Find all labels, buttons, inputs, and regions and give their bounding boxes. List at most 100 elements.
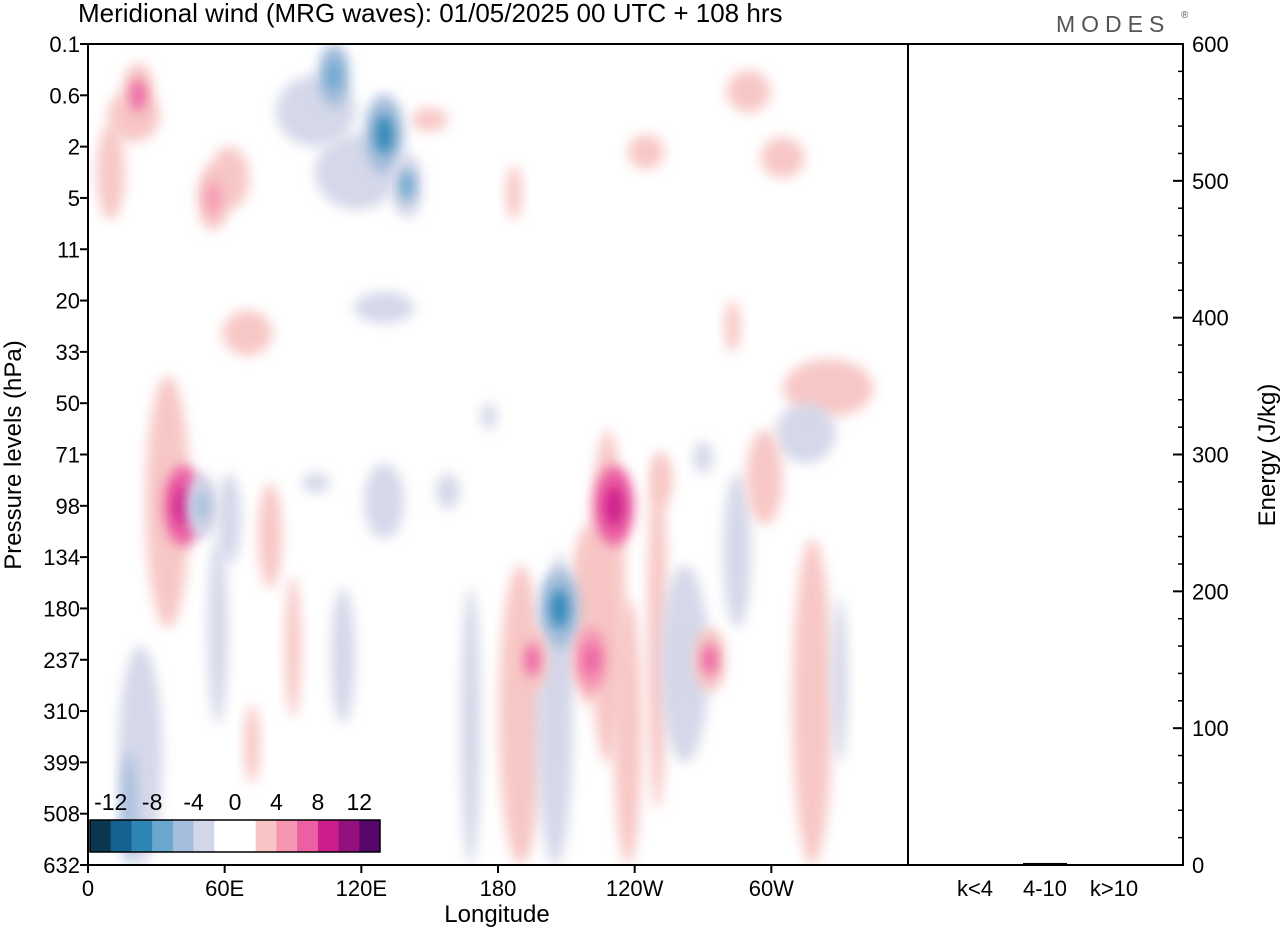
contour-blob <box>724 300 741 352</box>
colorbar-swatch <box>255 820 277 852</box>
pressure-tick-label: 134 <box>43 545 80 570</box>
contour-blob <box>285 576 301 718</box>
contour-blob <box>783 359 874 418</box>
pressure-tick-label: 237 <box>43 648 80 673</box>
colorbar-swatch <box>235 820 257 852</box>
energy-tick-label: 200 <box>1192 579 1229 604</box>
energy-bar <box>953 864 997 866</box>
energy-axis-label: Energy (J/kg) <box>1254 384 1280 527</box>
energy-tick-label: 0 <box>1192 853 1204 878</box>
contour-blob <box>480 403 497 430</box>
longitude-tick-labels: 0 60E 120E 180 120W 60W <box>82 876 794 901</box>
colorbar-label: 0 <box>229 789 242 815</box>
contour-blob <box>435 473 460 510</box>
colorbar-swatch <box>338 820 360 852</box>
energy-bar <box>1092 864 1136 866</box>
energy-category-label: k>10 <box>1090 876 1138 901</box>
contour-blob <box>613 598 642 865</box>
energy-tick-labels: 0 100 200 300 400 500 600 <box>1192 32 1229 878</box>
pressure-tick-label: 98 <box>56 494 80 519</box>
pressure-tick-label: 33 <box>56 340 80 365</box>
pressure-tick-label: 310 <box>43 699 80 724</box>
contour-blob <box>746 429 783 525</box>
contour-blob <box>354 291 415 324</box>
contour-blob <box>647 452 668 811</box>
colorbar-swatch <box>110 820 132 852</box>
pressure-tick-label: 71 <box>56 443 80 468</box>
pressure-tick-labels: 0.1 0.6 2 5 11 20 33 50 71 98 134 180 237 310 399 508 63… <box>43 32 80 878</box>
contour-blob <box>222 310 273 356</box>
contour-core <box>399 169 415 202</box>
contour-blob <box>831 598 848 763</box>
colorbar-swatch <box>214 820 236 852</box>
contour-core <box>194 489 210 522</box>
energy-category-labels: k<4 4-10 k>10 <box>957 876 1138 901</box>
colorbar-swatch <box>276 820 298 852</box>
energy-tick-label: 400 <box>1192 306 1229 331</box>
contour-core <box>584 643 599 676</box>
energy-bar <box>1023 862 1067 865</box>
longitude-ticks <box>87 865 773 873</box>
contour-core <box>375 114 394 155</box>
pressure-tick-label: 508 <box>43 802 80 827</box>
contour-blob <box>693 441 713 474</box>
colorbar-swatch <box>172 820 195 852</box>
colorbar-label: -8 <box>142 789 162 815</box>
contour-blob <box>217 473 242 565</box>
contour-field <box>96 44 874 865</box>
contour-blob <box>505 165 522 220</box>
energy-category-label: 4-10 <box>1023 876 1067 901</box>
contour-blob <box>628 134 665 170</box>
chart-title: Meridional wind (MRG waves): 01/05/2025 … <box>78 0 783 28</box>
pressure-tick-label: 5 <box>68 186 80 211</box>
logo-registered-mark: ® <box>1181 10 1189 21</box>
contour-blob <box>244 704 260 784</box>
colorbar-swatch <box>131 820 153 852</box>
pressure-tick-label: 2 <box>68 135 80 160</box>
contour-blob <box>498 564 543 865</box>
longitude-tick-label: 180 <box>480 876 517 901</box>
colorbar-swatch <box>193 820 215 852</box>
colorbar-label: 12 <box>346 789 372 815</box>
contour-blob <box>726 70 771 113</box>
longitude-tick-label: 60W <box>749 876 794 901</box>
energy-tick-label: 300 <box>1192 443 1229 468</box>
colorbar-label: -12 <box>94 789 127 815</box>
colorbar-swatch <box>317 820 340 852</box>
contour-core <box>702 643 718 676</box>
contour-blob <box>723 473 752 629</box>
energy-bars <box>953 862 1136 866</box>
colorbar-label: 4 <box>270 789 283 815</box>
pressure-tick-label: 11 <box>57 237 80 262</box>
energy-plot-frame <box>907 43 1184 866</box>
contour-blob <box>652 452 672 506</box>
contour-core <box>550 588 569 629</box>
colorbar-swatch <box>359 820 381 852</box>
colorbar-swatch <box>152 820 174 852</box>
pressure-ticks <box>80 43 88 866</box>
contour-core <box>524 643 540 676</box>
modes-logo: MODES <box>1056 11 1170 37</box>
pressure-tick-label: 50 <box>56 391 80 416</box>
colorbar <box>89 819 381 853</box>
pressure-tick-label: 399 <box>43 750 80 775</box>
contour-blob <box>364 463 405 540</box>
contour-core <box>206 181 221 214</box>
pressure-tick-label: 180 <box>43 596 80 621</box>
contour-blob <box>460 587 481 865</box>
contour-core <box>326 59 342 92</box>
longitude-tick-label: 0 <box>82 876 94 901</box>
longitude-tick-label: 120E <box>336 876 387 901</box>
contour-blob <box>331 587 356 724</box>
contour-blob <box>96 124 125 220</box>
x-axis-label: Longitude <box>444 901 549 928</box>
colorbar-swatch <box>90 820 112 852</box>
contour-blob <box>775 403 836 464</box>
y-axis-label: Pressure levels (hPa) <box>0 340 27 569</box>
colorbar-swatch <box>297 820 319 852</box>
pressure-tick-label: 0.1 <box>49 32 80 57</box>
energy-tick-label: 100 <box>1192 716 1229 741</box>
pressure-tick-label: 632 <box>43 853 80 878</box>
contour-blob <box>207 539 228 724</box>
contour-blob <box>258 483 283 588</box>
